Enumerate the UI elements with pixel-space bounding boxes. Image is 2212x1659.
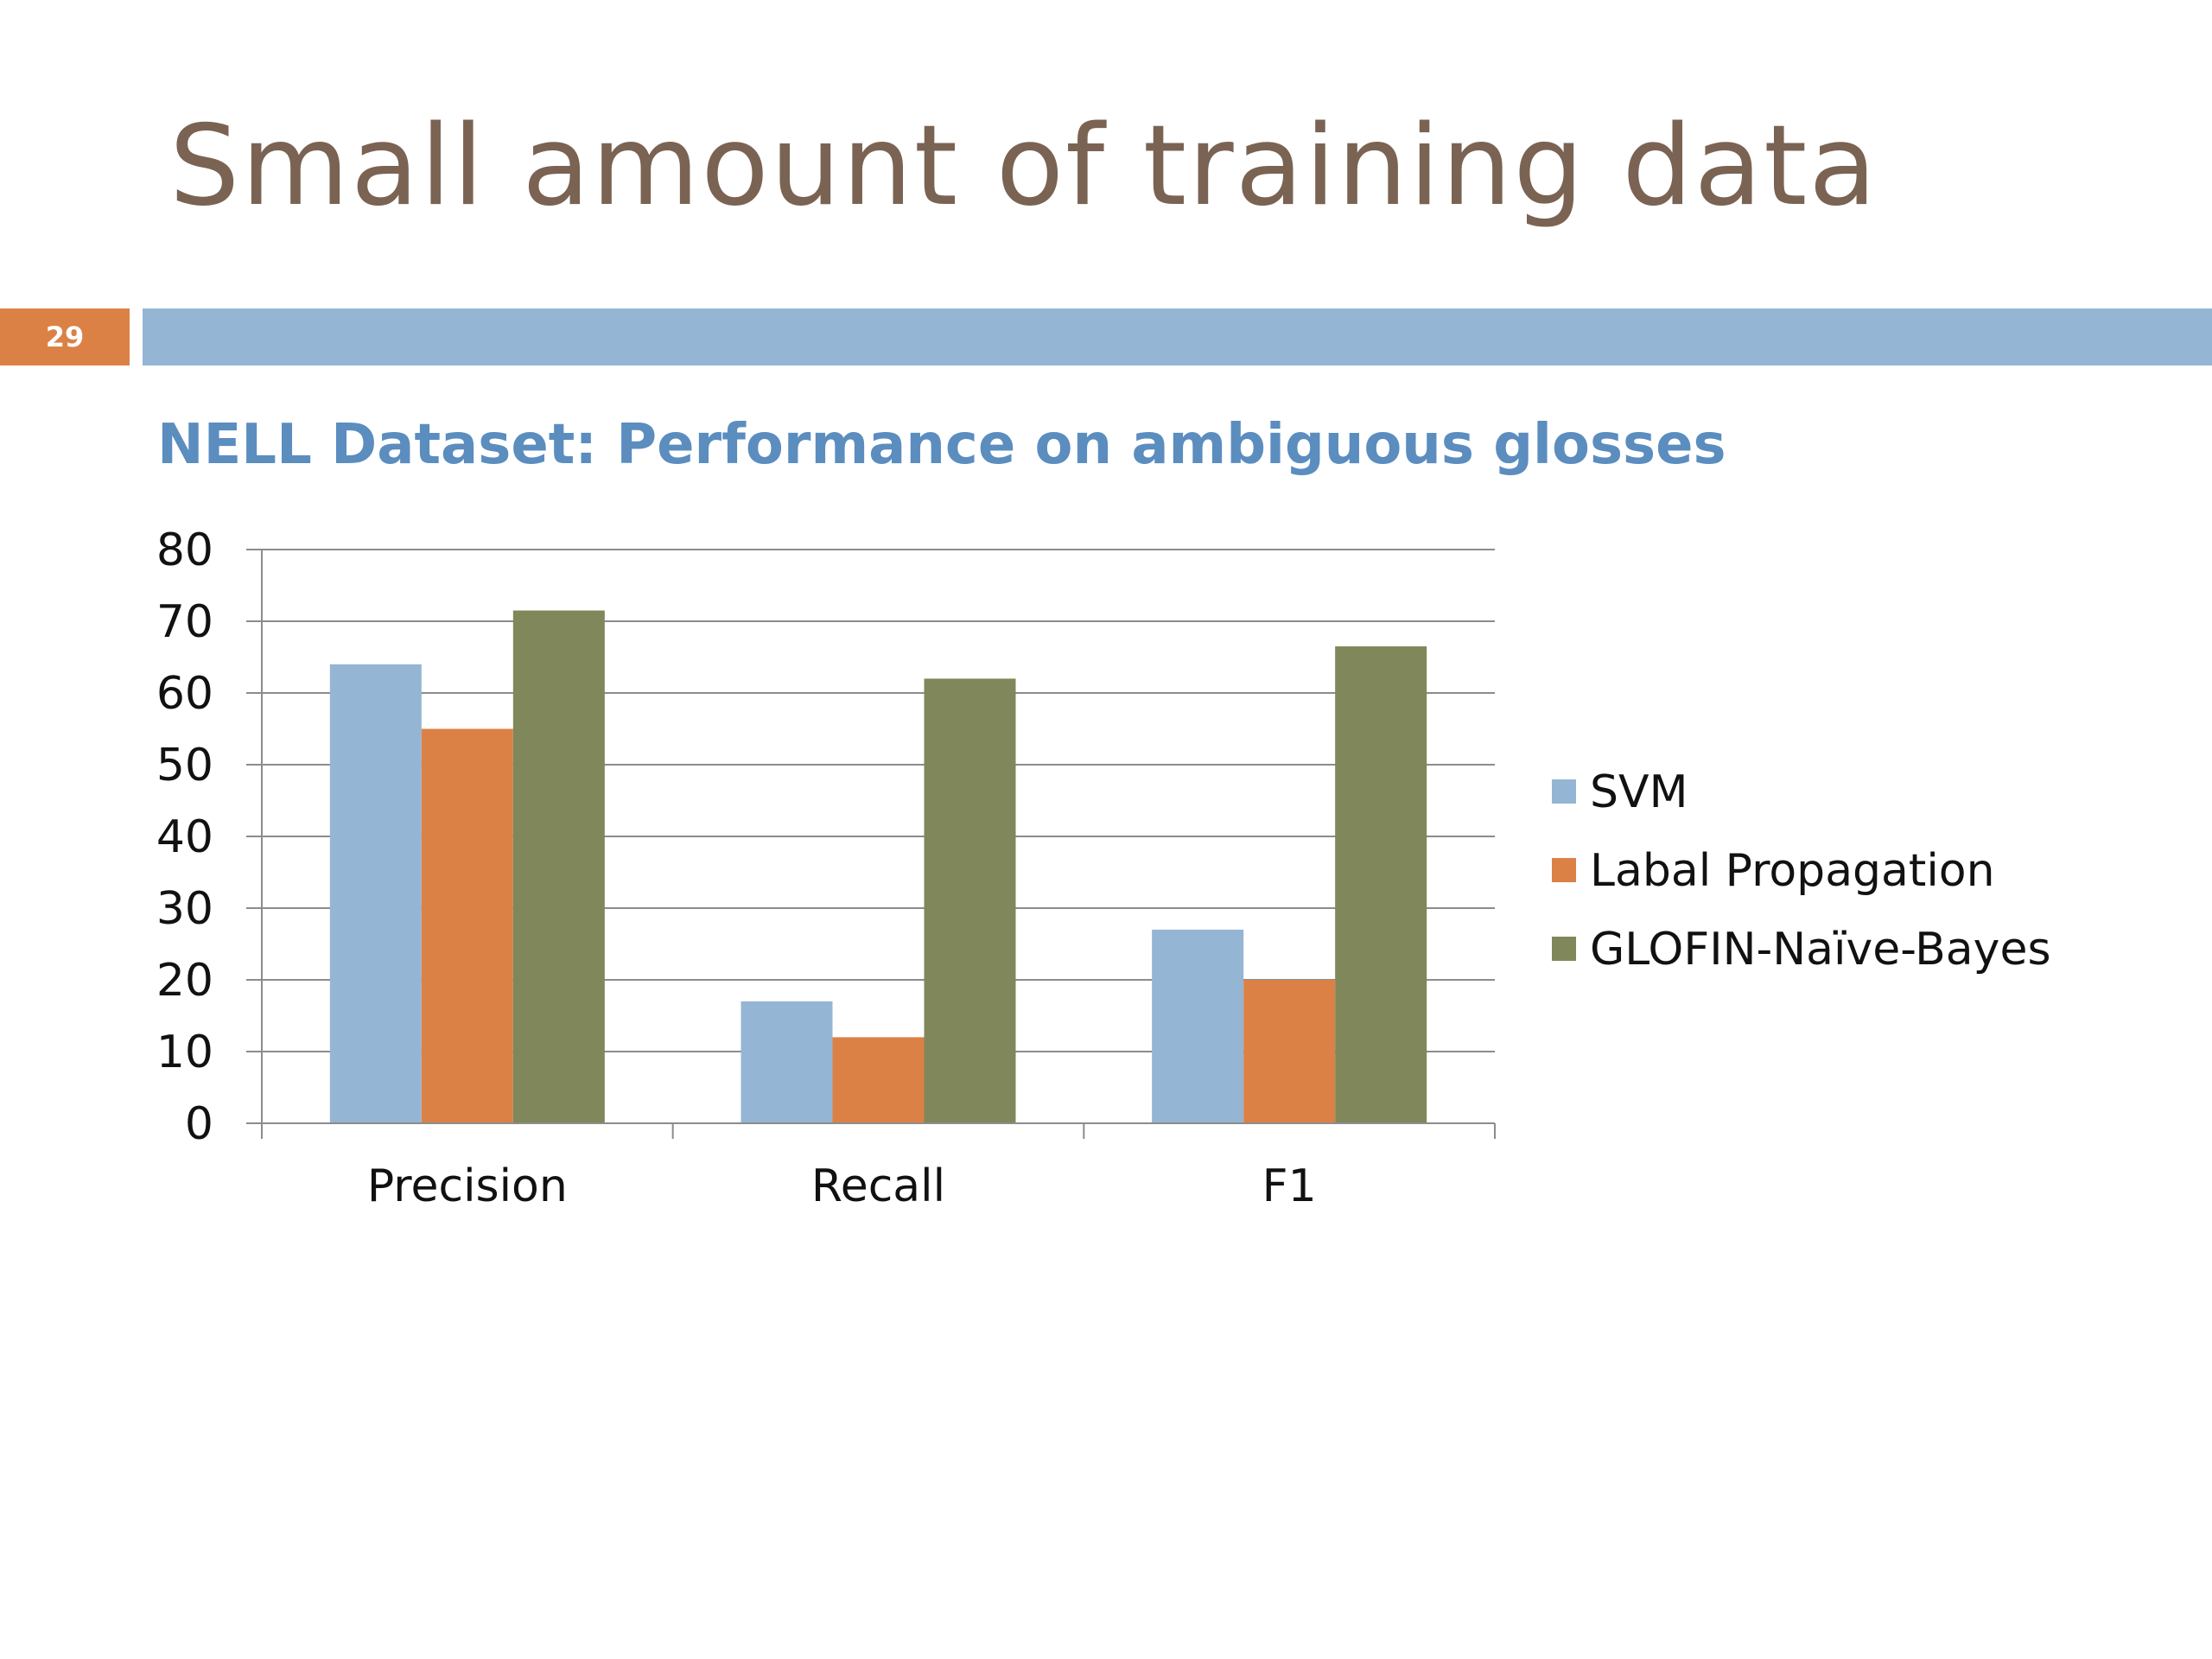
title-divider-bar <box>143 308 2212 365</box>
chart-legend: SVM Labal Propagation GLOFIN-Naïve-Bayes <box>1552 766 2051 976</box>
y-axis-tick-labels: 0 10 20 30 40 50 60 70 80 <box>156 524 213 1150</box>
y-tick-label: 70 <box>156 596 213 648</box>
x-category-label: Precision <box>367 1160 568 1212</box>
slide-number: 29 <box>0 308 130 365</box>
y-tick-label: 30 <box>156 883 213 935</box>
bar-precision-series-1 <box>329 664 422 1123</box>
bar-recall-series-3 <box>924 678 1016 1123</box>
y-tick-label: 60 <box>156 668 213 720</box>
bar-precision-series-2 <box>421 728 513 1123</box>
y-tick-label: 10 <box>156 1027 213 1078</box>
legend-swatch <box>1552 779 1576 804</box>
x-category-label: Recall <box>811 1160 945 1212</box>
legend-swatch <box>1552 858 1576 882</box>
x-axis-category-labels: Precision Recall F1 <box>367 1160 1317 1212</box>
bar-f1-series-1 <box>1152 929 1244 1123</box>
bar-precision-series-3 <box>512 610 605 1123</box>
legend-label: SVM <box>1590 766 1688 818</box>
bar-recall-series-2 <box>832 1037 925 1123</box>
chart-bars <box>329 610 1427 1123</box>
legend-swatch <box>1552 937 1576 961</box>
legend-label: GLOFIN-Naïve-Bayes <box>1590 924 2051 976</box>
y-tick-label: 40 <box>156 811 213 863</box>
bar-f1-series-3 <box>1335 646 1427 1123</box>
x-category-label: F1 <box>1262 1160 1317 1212</box>
chart-axes <box>246 550 1496 1139</box>
slide-title: Small amount of training data <box>169 102 1878 231</box>
chart-subtitle: NELL Dataset: Performance on ambiguous g… <box>157 413 1726 477</box>
y-tick-label: 80 <box>156 524 213 576</box>
y-tick-label: 0 <box>185 1098 213 1150</box>
y-tick-label: 50 <box>156 740 213 791</box>
bar-f1-series-2 <box>1243 980 1336 1123</box>
bar-recall-series-1 <box>741 1001 833 1123</box>
y-tick-label: 20 <box>156 955 213 1007</box>
legend-label: Labal Propagation <box>1590 845 1995 897</box>
